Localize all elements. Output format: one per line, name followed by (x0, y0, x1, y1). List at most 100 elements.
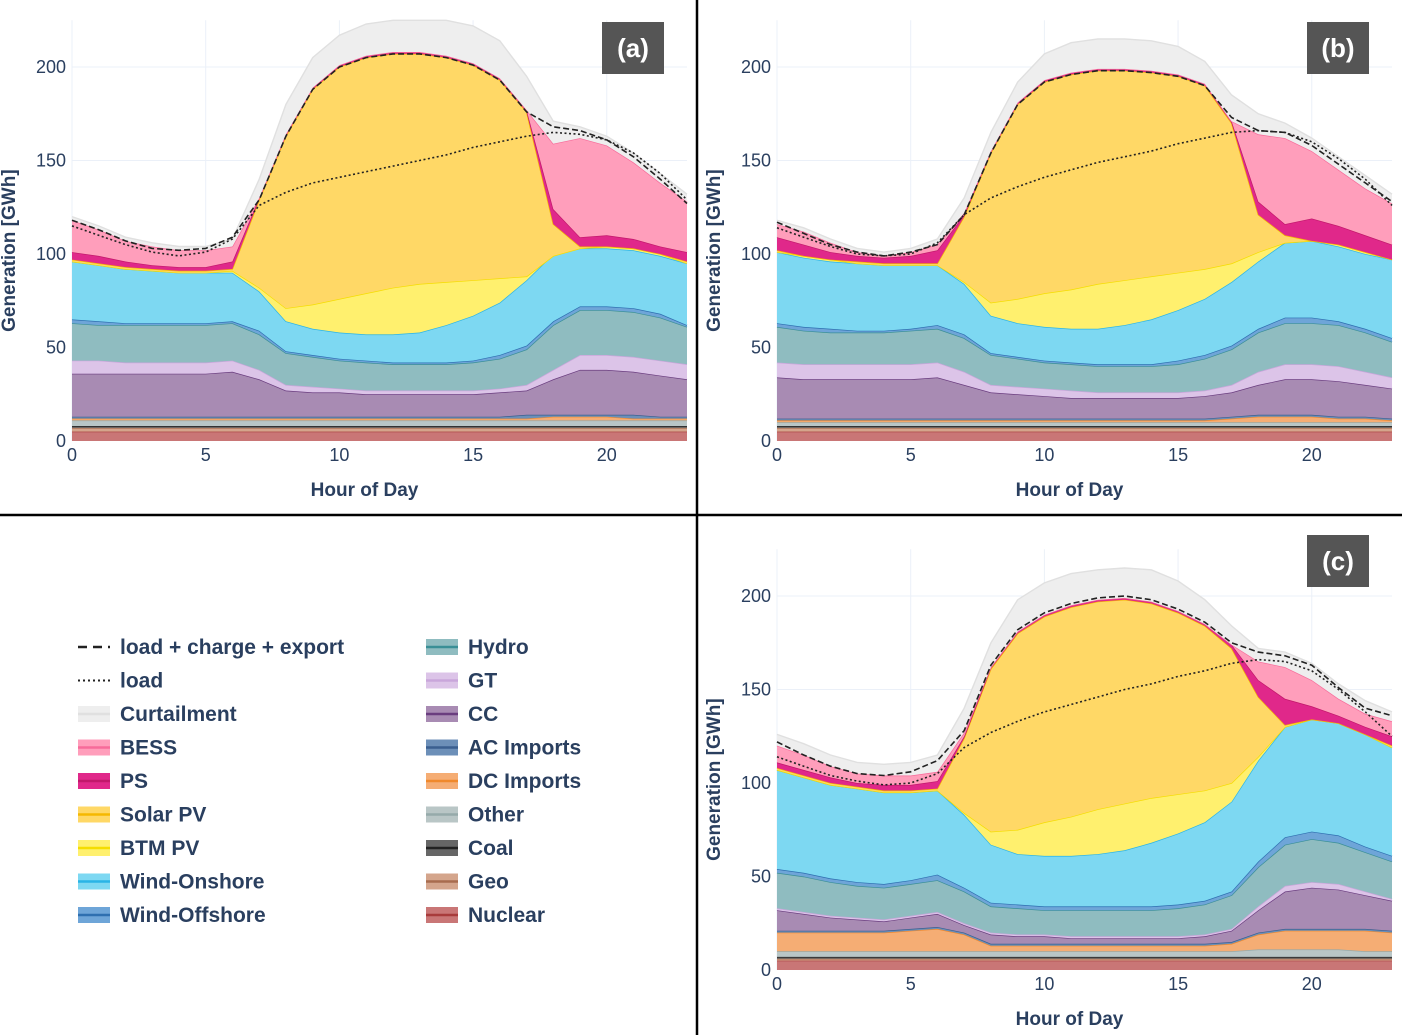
area-hydro (777, 323, 1392, 393)
y-tick-label: 0 (56, 431, 66, 451)
y-axis-label: Generation [GWh] (0, 169, 20, 332)
panel-tag-label: (b) (1321, 33, 1354, 63)
legend-item-load: load (78, 670, 163, 693)
legend-label: PS (120, 770, 148, 793)
legend-label: Curtailment (120, 703, 237, 726)
legend: load + charge + export load Curtailment BES… (78, 636, 581, 927)
y-tick-label: 0 (761, 960, 771, 980)
chart-panel-c: 0 50 100 150 200 0 5 10 15 20 Hour of Day Generatio… (704, 535, 1393, 1030)
x-tick-label: 0 (67, 445, 77, 465)
x-tick-label: 20 (597, 445, 617, 465)
area-bess (777, 68, 1392, 258)
y-tick-label: 150 (741, 680, 771, 700)
x-tick-label: 15 (463, 445, 483, 465)
legend-label: GT (468, 670, 497, 693)
y-tick-label: 50 (751, 338, 771, 358)
area-cc (777, 887, 1392, 944)
legend-item-gt: GT (426, 670, 497, 693)
line-curtailment (71, 19, 688, 248)
area-solar-pv (72, 53, 687, 309)
x-tick-label: 0 (772, 974, 782, 994)
legend-item-solar-pv: Solar PV (78, 804, 206, 827)
chart-panel-a: 0 50 100 150 200 0 5 10 15 20 Hour of Day Generatio… (0, 19, 688, 501)
area-btm-pv (72, 246, 687, 335)
legend-label: DC Imports (468, 770, 581, 793)
area-bess (72, 52, 687, 268)
legend-label: load + charge + export (120, 636, 344, 659)
x-tick-label: 10 (329, 445, 349, 465)
legend-item-wind-offshore: Wind-Offshore (78, 904, 266, 927)
panel-tag: (a) (602, 22, 664, 74)
legend-item-dc-imports: DC Imports (426, 770, 581, 793)
area-nuclear (777, 960, 1392, 970)
panel-tag-box (1307, 535, 1369, 587)
area-geo (72, 427, 687, 432)
area-geo (777, 427, 1392, 432)
y-tick-label: 50 (751, 867, 771, 887)
y-tick-label: 100 (741, 244, 771, 264)
y-tick-label: 200 (36, 57, 66, 77)
area-btm-pv (777, 240, 1392, 329)
y-tick-label: 200 (741, 57, 771, 77)
legend-item-btm-pv: BTM PV (78, 837, 199, 860)
load-line (71, 131, 688, 257)
legend-label: Nuclear (468, 904, 545, 927)
area-wind-onshore (72, 248, 687, 363)
chart-panel-b: 0 50 100 150 200 0 5 10 15 20 Hour of Day Generatio… (704, 20, 1393, 501)
line-curtailment (776, 38, 1393, 253)
x-tick-label: 20 (1302, 445, 1322, 465)
load-charge-export-line (776, 595, 1393, 777)
area-dc-imports (72, 416, 687, 421)
y-tick-label: 150 (741, 151, 771, 171)
area-cc (72, 369, 687, 417)
legend-item-coal: Coal (426, 837, 514, 860)
legend-label: AC Imports (468, 737, 581, 760)
x-tick-label: 15 (1168, 445, 1188, 465)
y-tick-label: 100 (741, 773, 771, 793)
panel-tag: (c) (1307, 535, 1369, 587)
y-tick-label: 50 (46, 338, 66, 358)
panel-tag-label: (c) (1322, 546, 1354, 576)
area-wind-onshore (777, 719, 1392, 907)
area-ps (777, 597, 1392, 791)
y-axis-label: Generation [GWh] (704, 698, 725, 861)
panel-tag: (b) (1307, 22, 1369, 74)
legend-item-ac-imports: AC Imports (426, 737, 581, 760)
stacked-areas (71, 19, 688, 441)
legend-label: Hydro (468, 636, 529, 659)
x-tick-label: 15 (1168, 974, 1188, 994)
stacked-areas (776, 38, 1393, 441)
area-nuclear (72, 431, 687, 441)
legend-item-cc: CC (426, 703, 498, 726)
legend-label: CC (468, 703, 498, 726)
legend-item-geo: Geo (426, 871, 509, 894)
x-tick-label: 5 (906, 445, 916, 465)
y-tick-label: 200 (741, 586, 771, 606)
x-axis-label: Hour of Day (1016, 480, 1124, 501)
legend-label: Wind-Onshore (120, 871, 264, 894)
area-other (777, 422, 1392, 426)
legend-item-wind-onshore: Wind-Onshore (78, 871, 264, 894)
x-axis-label: Hour of Day (1016, 1009, 1124, 1030)
line-curtailment (776, 567, 1393, 766)
legend-label: BTM PV (120, 837, 199, 860)
x-tick-label: 10 (1034, 445, 1054, 465)
area-wind-offshore (777, 831, 1392, 911)
panel-tag-label: (a) (617, 33, 649, 63)
area-other (72, 420, 687, 426)
load-line (776, 658, 1393, 786)
legend-label: Coal (468, 837, 514, 860)
x-axis-label: Hour of Day (311, 480, 419, 501)
area-solar-pv (777, 599, 1392, 832)
area-gt (72, 355, 687, 395)
area-ac-imports (777, 927, 1392, 946)
legend-label: Solar PV (120, 804, 206, 827)
area-nuclear (777, 431, 1392, 441)
panel-tag-box (1307, 22, 1369, 74)
x-tick-label: 0 (772, 445, 782, 465)
area-wind-offshore (777, 317, 1392, 367)
legend-label: BESS (120, 737, 177, 760)
area-wind-onshore (777, 240, 1392, 365)
x-tick-label: 10 (1034, 974, 1054, 994)
